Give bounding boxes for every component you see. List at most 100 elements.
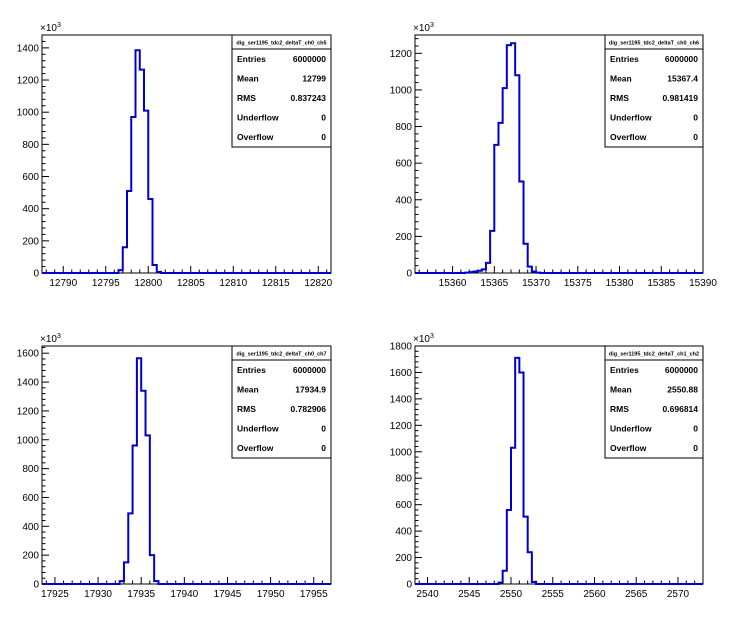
histogram-bin [136, 50, 140, 273]
x-tick-label: 2555 [542, 589, 565, 600]
histogram-bin [124, 562, 128, 584]
histogram-bin [511, 43, 515, 273]
x-tick-label: 17940 [170, 589, 198, 600]
histogram-bin [137, 358, 141, 584]
y-tick-label: 800 [22, 140, 39, 151]
stats-label-entries: Entries [610, 54, 639, 64]
histogram-bin [498, 123, 502, 273]
stats-label-overflow: Overflow [610, 132, 647, 142]
histogram-bin [507, 510, 511, 584]
stats-label-underflow: Underflow [237, 113, 279, 123]
stats-label-rms: RMS [237, 93, 256, 103]
y-multiplier-label: ×103 [40, 22, 61, 34]
y-tick-label: 0 [406, 269, 412, 280]
histogram-line [415, 42, 703, 274]
stats-value-underflow: 0 [693, 113, 698, 123]
y-tick-label: 1000 [17, 435, 40, 446]
stats-label-rms: RMS [610, 404, 629, 414]
stats-box-frame [604, 345, 704, 459]
histogram-line [415, 356, 703, 585]
histogram-bin [141, 391, 145, 584]
x-tick-label: 12810 [219, 278, 247, 289]
histogram-bin [515, 75, 519, 273]
stats-value-entries: 6000000 [293, 365, 326, 375]
x-tick-label: 15365 [480, 278, 508, 289]
stats-box-frame [604, 34, 704, 148]
stats-value-mean: 17934.9 [295, 384, 326, 394]
stats-value-mean: 15367.4 [667, 73, 698, 83]
histogram-panel-1: 12790 12795 12800 12805 12810 12815 12820 0 200 4… [17, 22, 333, 289]
stats-box-frame [231, 345, 332, 459]
x-tick-label: 15385 [647, 278, 675, 289]
stats-value-overflow: 0 [321, 443, 326, 453]
x-tick-label: 17950 [257, 589, 285, 600]
histogram-bin [503, 88, 507, 273]
histogram-bin [515, 358, 519, 584]
x-tick-label: 12805 [177, 278, 205, 289]
histogram-bin [140, 70, 144, 273]
histogram-bin [131, 117, 135, 273]
stats-box-title: dig_ser1195_tdc2_deltaT_ch0_ch5 [236, 41, 326, 47]
stats-label-mean: Mean [237, 73, 259, 83]
y-tick-label: 1400 [390, 394, 413, 405]
stats-label-overflow: Overflow [610, 443, 647, 453]
histogram-bin [119, 270, 123, 273]
x-tick-label: 2545 [458, 589, 481, 600]
stats-box-title: dig_ser1195_tdc2_deltaT_ch0_ch6 [609, 41, 699, 47]
stats-box: dig_ser1195_tdc2_deltaT_ch0_ch5 Entries 60… [231, 34, 332, 148]
y-tick-label: 1600 [17, 349, 40, 360]
histogram-panel-4: 2540 2545 2550 2555 2560 2565 2570 0 200 400 600 80… [390, 333, 704, 600]
y-tick-label: 1600 [390, 368, 413, 379]
stats-value-underflow: 0 [321, 424, 326, 434]
x-tick-label: 15375 [564, 278, 592, 289]
x-tick-label: 12820 [304, 278, 332, 289]
histogram-bin [146, 435, 150, 584]
stats-value-rms: 0.981419 [663, 93, 699, 103]
y-tick-label: 200 [395, 232, 412, 243]
stats-box-title: dig_ser1195_tdc2_deltaT_ch1_ch2 [609, 352, 699, 358]
histogram-bin [532, 272, 536, 273]
y-tick-label: 1200 [390, 49, 413, 60]
y-tick-label: 600 [22, 493, 39, 504]
stats-box-frame [231, 34, 332, 148]
y-tick-label: 400 [22, 522, 39, 533]
y-tick-label: 0 [33, 269, 39, 280]
stats-value-underflow: 0 [321, 113, 326, 123]
y-tick-label: 1000 [390, 85, 413, 96]
histogram-bin [494, 145, 498, 273]
stats-value-rms: 0.837243 [291, 93, 327, 103]
histogram-bin [503, 571, 507, 584]
x-tick-label: 17935 [127, 589, 155, 600]
y-tick-label: 0 [406, 580, 412, 591]
y-tick-label: 1200 [17, 406, 40, 417]
y-tick-label: 1000 [17, 108, 40, 119]
y-tick-label: 0 [33, 580, 39, 591]
stats-value-overflow: 0 [693, 132, 698, 142]
histogram-bin [482, 269, 486, 273]
stats-label-underflow: Underflow [610, 113, 652, 123]
x-tick-label: 17945 [214, 589, 242, 600]
stats-label-rms: RMS [237, 404, 256, 414]
histogram-bin [524, 244, 528, 273]
stats-box: dig_ser1195_tdc2_deltaT_ch0_ch6 Entries 60… [604, 34, 704, 148]
histogram-bin [123, 247, 127, 273]
stats-label-entries: Entries [237, 54, 266, 64]
histogram-bin [120, 581, 124, 584]
x-tick-label: 12815 [262, 278, 290, 289]
histogram-bin [498, 583, 502, 584]
x-tick-label: 15360 [439, 278, 467, 289]
histogram-bin [150, 555, 154, 584]
histogram-bin [524, 517, 528, 584]
y-tick-label: 800 [395, 122, 412, 133]
stats-label-entries: Entries [610, 365, 639, 375]
stats-value-overflow: 0 [693, 443, 698, 453]
histogram-bin [532, 582, 536, 584]
stats-box-title: dig_ser1195_tdc2_deltaT_ch0_ch7 [236, 352, 326, 358]
y-tick-label: 800 [22, 464, 39, 475]
y-tick-label: 1400 [17, 43, 40, 54]
histogram-bin [478, 271, 482, 273]
stats-value-entries: 6000000 [665, 54, 698, 64]
stats-value-overflow: 0 [321, 132, 326, 142]
y-tick-label: 1400 [17, 378, 40, 389]
